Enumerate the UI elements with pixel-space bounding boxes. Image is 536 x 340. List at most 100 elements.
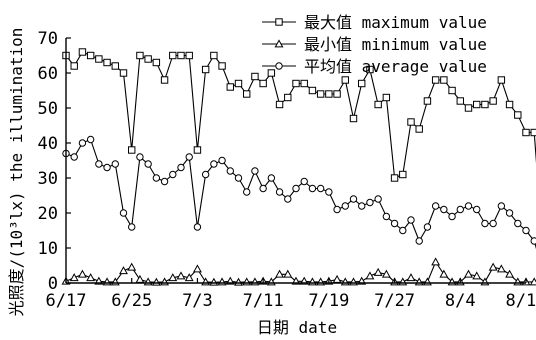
data-point	[135, 274, 145, 283]
y-tick-label: 50	[38, 99, 58, 119]
data-point	[448, 212, 456, 221]
data-point	[399, 170, 407, 179]
data-point	[184, 273, 194, 282]
x-tick-label: 7/19	[308, 291, 349, 311]
x-tick-label: 6/25	[111, 291, 152, 311]
data-point	[530, 237, 536, 245]
data-point	[210, 160, 218, 168]
data-point	[226, 167, 234, 175]
data-point	[366, 198, 374, 207]
legend-label: 最小值 minimum value	[304, 35, 487, 54]
data-point	[325, 90, 333, 98]
data-point	[440, 205, 448, 214]
data-point	[358, 79, 366, 88]
data-point	[390, 174, 399, 182]
data-point	[70, 153, 78, 161]
data-point	[514, 111, 522, 119]
data-point	[193, 223, 202, 231]
data-point	[529, 277, 536, 286]
data-point	[365, 271, 375, 280]
data-point	[464, 104, 473, 112]
data-point	[160, 76, 169, 84]
legend-marker	[275, 18, 283, 26]
data-point	[448, 86, 456, 95]
data-point	[488, 262, 498, 271]
data-point	[333, 205, 341, 214]
legend-item: 平均值 average value	[262, 57, 487, 76]
y-tick-label: 10	[38, 239, 58, 259]
data-point	[374, 195, 382, 203]
data-point	[464, 269, 473, 278]
x-tick-label: 6/17	[46, 291, 87, 311]
data-point	[456, 97, 464, 105]
data-point	[358, 202, 366, 210]
data-point	[128, 223, 136, 231]
data-point	[481, 219, 489, 228]
data-point	[407, 216, 415, 224]
data-point	[185, 51, 193, 60]
data-point	[169, 51, 177, 60]
data-point	[201, 170, 210, 179]
data-point	[119, 209, 128, 217]
data-point	[431, 257, 441, 266]
data-point	[69, 273, 79, 282]
y-tick-label: 70	[38, 29, 58, 49]
x-axis-title: 日期 date	[257, 318, 337, 337]
x-tick-label: 8/12	[506, 291, 536, 311]
data-point	[78, 139, 87, 147]
data-point	[481, 100, 489, 109]
series-line	[65, 260, 536, 283]
data-point	[415, 237, 423, 245]
data-point	[300, 177, 308, 186]
data-point	[308, 86, 317, 95]
data-point	[373, 267, 383, 276]
data-point	[530, 128, 536, 137]
legend-label: 最大值 maximum value	[304, 13, 487, 32]
x-tick-label: 7/11	[243, 291, 284, 311]
data-point	[415, 125, 423, 133]
data-point	[464, 202, 473, 210]
series-square	[62, 48, 536, 182]
data-point	[316, 184, 325, 193]
data-point	[292, 184, 300, 193]
data-point	[185, 153, 193, 161]
y-tick-label: 30	[38, 169, 58, 189]
y-tick-label: 60	[38, 64, 58, 84]
data-point	[103, 58, 111, 67]
data-point	[349, 195, 358, 203]
y-tick-label: 40	[38, 134, 58, 154]
data-point	[308, 184, 317, 193]
data-point	[505, 100, 514, 109]
data-point	[497, 202, 506, 210]
data-point	[251, 72, 259, 81]
data-point	[177, 51, 185, 60]
data-point	[456, 205, 464, 214]
data-point	[218, 156, 226, 165]
data-point	[201, 65, 210, 74]
y-tick-label: 0	[48, 274, 58, 294]
legend-item: 最小值 minimum value	[262, 35, 487, 54]
data-point	[176, 271, 186, 280]
data-point	[341, 76, 349, 84]
data-point	[218, 62, 226, 70]
data-point	[341, 202, 349, 210]
data-point	[431, 202, 440, 210]
y-axis-title: 光照度/(10³lx) the illumination	[7, 28, 26, 317]
data-point	[333, 90, 341, 98]
data-point	[382, 93, 391, 102]
data-point	[77, 269, 87, 278]
data-point	[497, 76, 506, 84]
data-point	[243, 90, 251, 98]
x-tick-label: 7/27	[374, 291, 415, 311]
data-point	[284, 195, 292, 203]
data-point	[177, 163, 185, 172]
data-point	[473, 205, 481, 214]
data-point	[111, 160, 119, 168]
legend-item: 最大值 maximum value	[262, 13, 487, 32]
data-point	[103, 163, 111, 172]
data-point	[234, 79, 243, 88]
data-point	[192, 264, 202, 273]
data-point	[440, 76, 448, 84]
data-point	[275, 188, 284, 196]
